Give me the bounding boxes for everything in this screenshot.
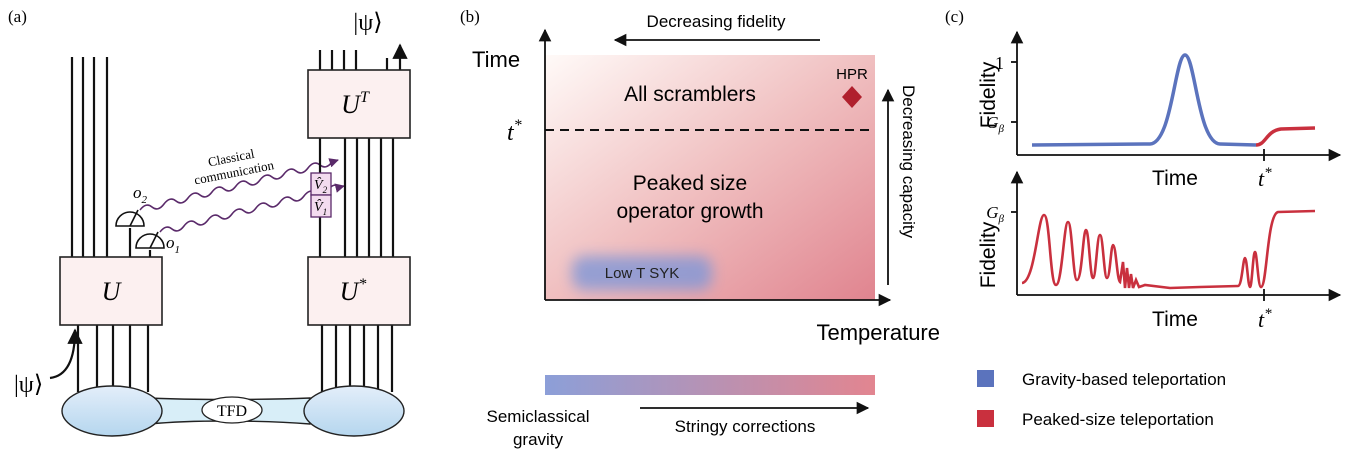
threshold-label: t*	[507, 117, 522, 146]
peaked-curve	[1256, 128, 1315, 145]
tfd-blob	[304, 386, 404, 436]
x-tick-label: t*	[1258, 306, 1272, 332]
input-arrow	[50, 330, 75, 378]
panel-a: (a) U o2 o1 Classical	[8, 7, 410, 436]
bar-arrow-label: Stringy corrections	[675, 417, 816, 436]
x-axis-title: Time	[1152, 308, 1198, 331]
output-state: |ψ⟩	[353, 10, 382, 36]
region-label: operator growth	[616, 200, 763, 223]
x-axis-title: Time	[1152, 167, 1198, 190]
panel-label: (c)	[945, 7, 964, 26]
tfd-blob	[62, 386, 162, 436]
measurement-label: o2	[133, 183, 148, 206]
panel-c: (c) Fidelity 1 Gβ Time t* Fidelity Gβ Ti…	[945, 7, 1340, 429]
page: {"panel_a": {"label": "(a)", "output_sta…	[0, 0, 1349, 458]
region-label: All scramblers	[624, 83, 756, 106]
y-axis-title: Time	[472, 47, 520, 72]
panel-label: (b)	[460, 7, 480, 26]
panel-b: (b) Low T SYK Time Temperature Decreasin…	[460, 7, 940, 449]
right-arrow-label: Decreasing capacity	[899, 85, 918, 239]
legend-swatch	[977, 370, 994, 387]
panel-label: (a)	[8, 7, 27, 26]
y-tick-label: 1	[995, 53, 1004, 73]
bar-left-label: gravity	[513, 430, 564, 449]
legend-label: Gravity-based teleportation	[1022, 370, 1226, 389]
gravity-curve	[1032, 55, 1256, 145]
measurement-label: o1	[166, 233, 180, 256]
peaked-curve	[1022, 211, 1315, 288]
legend-label: Peaked-size teleportation	[1022, 410, 1214, 429]
y-tick-label: Gβ	[986, 203, 1004, 225]
hpr-label: HPR	[836, 66, 868, 83]
blob-label: Low T SYK	[605, 265, 680, 282]
legend-swatch	[977, 410, 994, 427]
meter	[116, 210, 164, 248]
y-tick-label: Gβ	[986, 113, 1004, 135]
gate-label: U	[102, 277, 123, 306]
x-tick-label: t*	[1258, 165, 1272, 191]
region-label: Peaked size	[633, 172, 747, 195]
top-arrow-label: Decreasing fidelity	[647, 12, 786, 31]
bar-left-label: Semiclassical	[487, 407, 590, 426]
channel-label: Classical communication	[190, 142, 276, 187]
x-axis-title: Temperature	[816, 320, 940, 345]
figure: (a) U o2 o1 Classical	[0, 0, 1349, 458]
tfd-label: TFD	[217, 403, 247, 420]
color-bar	[545, 375, 875, 395]
y-axis-title: Fidelity	[977, 221, 1000, 288]
input-state: |ψ⟩	[14, 372, 43, 398]
